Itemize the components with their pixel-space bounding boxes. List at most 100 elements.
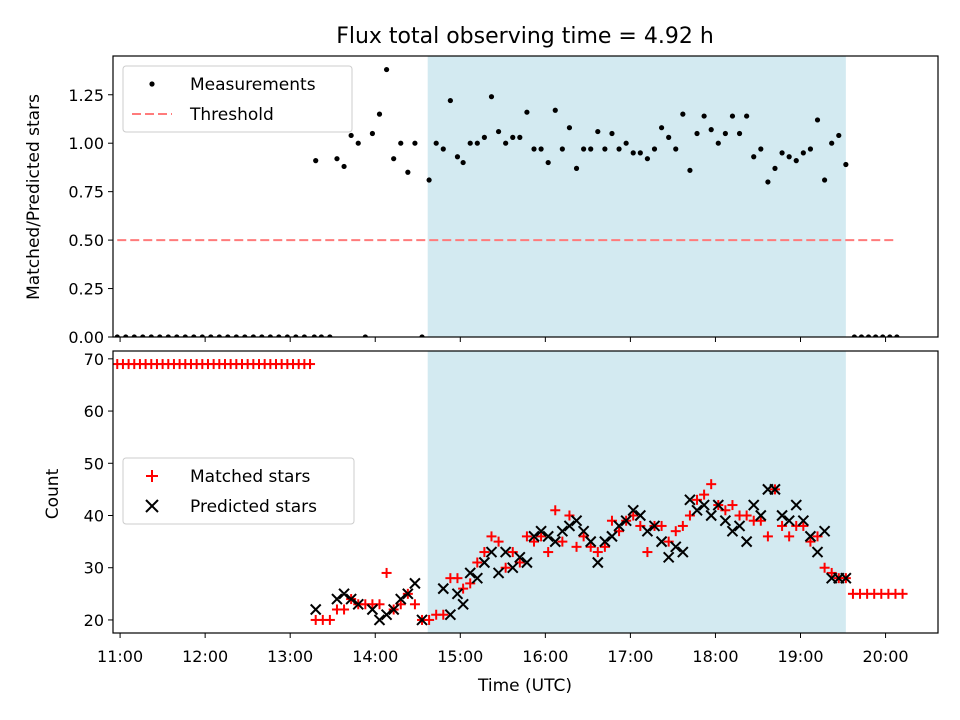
x-tick-label: 18:00 xyxy=(692,647,738,666)
x-b xyxy=(380,609,393,621)
predicted-star-point xyxy=(437,582,449,595)
x-b xyxy=(402,588,414,600)
measurement-point xyxy=(474,140,480,146)
x-b xyxy=(521,556,533,569)
predicted-star-point xyxy=(677,546,689,558)
measurement-point xyxy=(609,130,615,137)
y-tick-label: 0.75 xyxy=(68,183,104,202)
measurement-point xyxy=(729,113,736,119)
x-b xyxy=(726,525,739,537)
measurement-point xyxy=(242,334,248,337)
measurement-point xyxy=(531,146,537,152)
predicted-star-point xyxy=(535,525,547,537)
y-tick-label: 40 xyxy=(84,507,104,526)
legend: Matched stars Predicted stars xyxy=(122,457,355,525)
x-b xyxy=(705,509,717,522)
y-tick-label: 30 xyxy=(84,559,104,578)
x-tick-label: 20:00 xyxy=(862,647,908,666)
predicted-star-point xyxy=(684,494,696,506)
x-b xyxy=(606,530,618,543)
measurement-point xyxy=(887,334,893,337)
matched-star-point xyxy=(777,520,788,531)
measurement-point xyxy=(836,132,842,139)
x-b xyxy=(373,614,386,626)
matched-star-point xyxy=(514,557,525,568)
predicted-star-point xyxy=(373,614,386,626)
matched-star-point xyxy=(599,541,610,552)
measurement-point xyxy=(225,334,231,337)
y-axis-label-bottom: Count xyxy=(43,468,63,519)
x-b xyxy=(549,535,561,548)
x-tick-label: 15:00 xyxy=(437,647,483,666)
x-b xyxy=(783,515,795,527)
measurement-point xyxy=(157,334,163,337)
x-b xyxy=(613,520,625,532)
x-b xyxy=(712,499,724,511)
predicted-star-point xyxy=(740,535,753,548)
measurement-point xyxy=(559,146,565,152)
legend-label: Threshold xyxy=(189,105,274,125)
measurement-point xyxy=(858,334,865,337)
legend-box xyxy=(122,457,355,525)
predicted-star-point xyxy=(366,603,379,616)
matched-star-point xyxy=(798,520,809,531)
measurement-point xyxy=(191,334,197,337)
measurement-point xyxy=(165,334,171,337)
measurement-point xyxy=(772,165,778,171)
x-b xyxy=(492,567,505,579)
x-b xyxy=(444,609,457,621)
measurement-point xyxy=(644,156,651,162)
matched-star-point xyxy=(500,562,511,573)
legend-label: Predicted stars xyxy=(190,497,317,517)
measurement-point xyxy=(510,134,516,140)
matched-star-point xyxy=(628,510,639,521)
predicted-star-point xyxy=(528,530,540,543)
x-b xyxy=(563,520,576,532)
x-b xyxy=(670,541,682,553)
measurement-point xyxy=(829,140,835,146)
predicted-star-point xyxy=(627,504,639,516)
x-b xyxy=(677,546,689,558)
predicted-star-point xyxy=(514,551,526,563)
measurement-point xyxy=(581,146,587,152)
predicted-star-point xyxy=(387,603,400,616)
measurement-point xyxy=(722,130,728,137)
x-b xyxy=(570,515,583,527)
x-b xyxy=(790,499,802,511)
measurement-point xyxy=(814,117,821,123)
measurement-point xyxy=(182,334,188,337)
x-b xyxy=(556,525,569,537)
predicted-star-point xyxy=(584,535,597,548)
matched-star-point xyxy=(305,359,316,370)
matched-star-point xyxy=(557,536,568,547)
x-b xyxy=(451,588,464,600)
matched-star-point xyxy=(670,526,681,537)
matched-star-point xyxy=(458,583,469,594)
measurement-point xyxy=(488,94,495,100)
matched-star-point xyxy=(741,510,752,521)
x-b xyxy=(535,525,547,537)
measurement-point xyxy=(865,334,872,337)
predicted-star-point xyxy=(776,509,788,522)
measurement-point xyxy=(267,334,273,337)
x-b xyxy=(627,504,639,516)
matched-star-point xyxy=(635,520,646,531)
predicted-star-point xyxy=(556,525,569,537)
measurement-point xyxy=(793,158,799,164)
measurement-point xyxy=(800,150,806,156)
measurement-point xyxy=(276,334,282,337)
axes-frame xyxy=(112,55,939,338)
matched-star-point xyxy=(472,557,483,568)
measurement-point xyxy=(259,334,265,337)
measurement-point xyxy=(517,134,523,140)
matched-star-point xyxy=(755,515,766,526)
matched-star-point xyxy=(585,541,596,552)
predicted-star-point xyxy=(492,567,505,579)
measurement-point xyxy=(174,334,180,337)
axes-frame xyxy=(112,350,939,634)
measurement-point xyxy=(412,140,418,146)
predicted-star-point xyxy=(599,535,611,548)
predicted-star-point xyxy=(769,483,781,496)
predicted-star-point xyxy=(451,588,464,600)
measurement-point xyxy=(666,134,672,140)
